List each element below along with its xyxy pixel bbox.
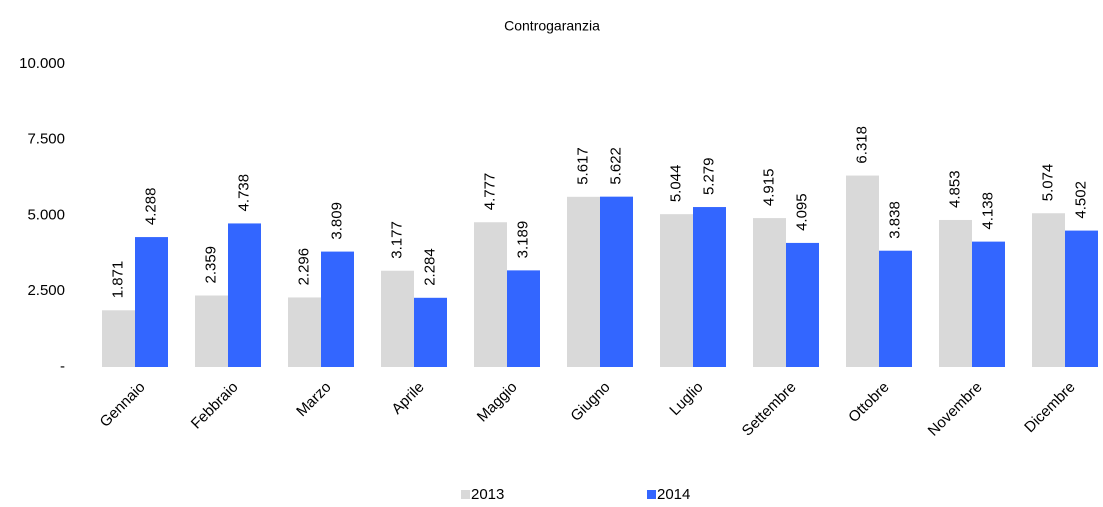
x-tick-label: Settembre — [739, 379, 800, 440]
data-label: 4.138 — [979, 192, 996, 230]
y-tick-label: 2.500 — [27, 282, 65, 299]
bar — [939, 219, 972, 367]
legend-label: 2013 — [471, 486, 504, 503]
data-label: 6.318 — [853, 126, 870, 164]
data-label: 2.296 — [295, 248, 312, 286]
bar — [1032, 213, 1065, 367]
bar — [846, 175, 879, 367]
x-tick-label: Ottobre — [845, 379, 892, 426]
x-tick-label: Dicembre — [1021, 379, 1078, 436]
bar — [753, 218, 786, 367]
bar — [414, 297, 447, 367]
data-label: 3.838 — [886, 201, 903, 239]
bar — [879, 250, 912, 367]
data-label: 5.622 — [607, 147, 624, 185]
bar — [228, 223, 261, 367]
y-tick-label: - — [60, 358, 65, 375]
data-label: 4.777 — [481, 173, 498, 211]
data-label: 5.044 — [667, 165, 684, 203]
chart-title: Controgaranzia — [504, 18, 600, 34]
data-label: 5.617 — [574, 147, 591, 185]
x-tick-label: Aprile — [388, 379, 427, 418]
data-label: 3.809 — [328, 202, 345, 240]
legend-label: 2014 — [657, 486, 690, 503]
data-label: 4.095 — [793, 193, 810, 231]
x-tick-label: Luglio — [666, 379, 706, 419]
bar — [1065, 230, 1098, 367]
legend-swatch — [461, 490, 470, 499]
data-label: 5.074 — [1039, 164, 1056, 202]
bar — [321, 251, 354, 367]
bar — [507, 270, 540, 367]
data-label: 4.502 — [1072, 181, 1089, 219]
x-tick-label: Marzo — [293, 379, 334, 420]
y-tick-label: 10.000 — [19, 55, 65, 72]
y-tick-label: 5.000 — [27, 206, 65, 223]
bar — [693, 207, 726, 367]
data-label: 3.189 — [514, 221, 531, 259]
bar — [195, 295, 228, 367]
legend-swatch — [647, 490, 656, 499]
bar — [102, 310, 135, 367]
bar — [786, 242, 819, 367]
bar — [288, 297, 321, 367]
y-tick-label: 7.500 — [27, 131, 65, 148]
bar — [474, 222, 507, 367]
data-label: 2.359 — [202, 246, 219, 284]
data-label: 5.279 — [700, 157, 717, 195]
data-label: 4.288 — [142, 188, 159, 226]
bar — [135, 237, 168, 367]
data-label: 2.284 — [421, 248, 438, 286]
data-label: 4.853 — [946, 170, 963, 208]
bar — [600, 196, 633, 367]
x-tick-label: Maggio — [474, 379, 521, 426]
bar — [660, 214, 693, 367]
bar — [972, 241, 1005, 367]
data-label: 4.915 — [760, 169, 777, 207]
data-label: 4.738 — [235, 174, 252, 212]
x-tick-label: Gennaio — [97, 379, 149, 431]
bar — [381, 270, 414, 367]
x-tick-label: Giugno — [567, 379, 613, 425]
data-label: 1.871 — [109, 261, 126, 299]
data-label: 3.177 — [388, 221, 405, 259]
x-tick-label: Novembre — [925, 379, 986, 440]
x-tick-label: Febbraio — [188, 379, 242, 433]
bar — [567, 196, 600, 367]
